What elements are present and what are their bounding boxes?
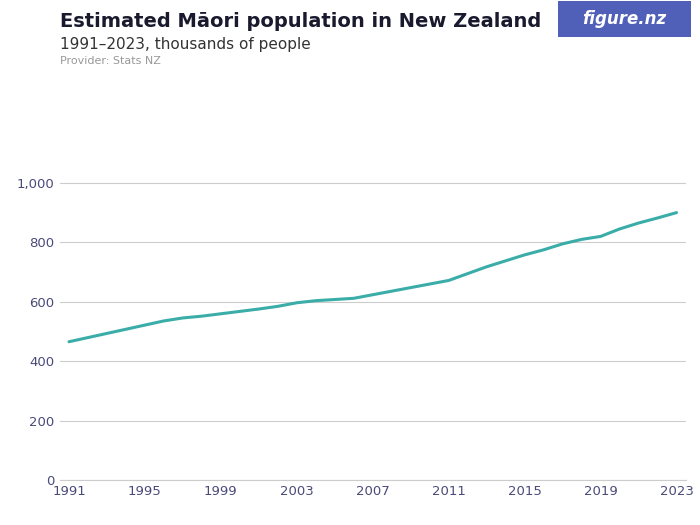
Text: 1991–2023, thousands of people: 1991–2023, thousands of people [60, 37, 310, 52]
Text: figure.nz: figure.nz [582, 10, 666, 28]
Text: Estimated Māori population in New Zealand: Estimated Māori population in New Zealan… [60, 12, 540, 30]
Text: Provider: Stats NZ: Provider: Stats NZ [60, 56, 160, 66]
